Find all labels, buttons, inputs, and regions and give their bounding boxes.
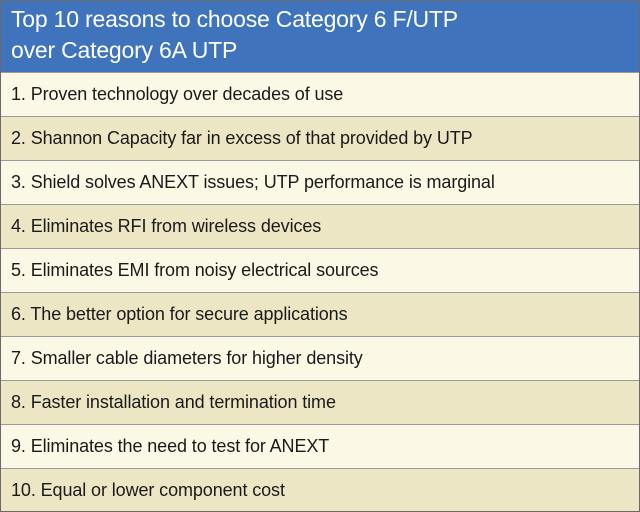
- reasons-list: 1. Proven technology over decades of use…: [1, 72, 639, 511]
- table-row: 6. The better option for secure applicat…: [1, 292, 639, 336]
- table-row: 4. Eliminates RFI from wireless devices: [1, 204, 639, 248]
- table-row: 5. Eliminates EMI from noisy electrical …: [1, 248, 639, 292]
- table-row: 3. Shield solves ANEXT issues; UTP perfo…: [1, 160, 639, 204]
- table-row: 1. Proven technology over decades of use: [1, 72, 639, 116]
- table-row: 7. Smaller cable diameters for higher de…: [1, 336, 639, 380]
- table-row: 10. Equal or lower component cost: [1, 468, 639, 511]
- table-title-line-2: over Category 6A UTP: [11, 37, 238, 63]
- table-header: Top 10 reasons to choose Category 6 F/UT…: [1, 1, 639, 72]
- table-row: 2. Shannon Capacity far in excess of tha…: [1, 116, 639, 160]
- table-row: 9. Eliminates the need to test for ANEXT: [1, 424, 639, 468]
- table-title-line-1: Top 10 reasons to choose Category 6 F/UT…: [11, 6, 458, 32]
- table-row: 8. Faster installation and termination t…: [1, 380, 639, 424]
